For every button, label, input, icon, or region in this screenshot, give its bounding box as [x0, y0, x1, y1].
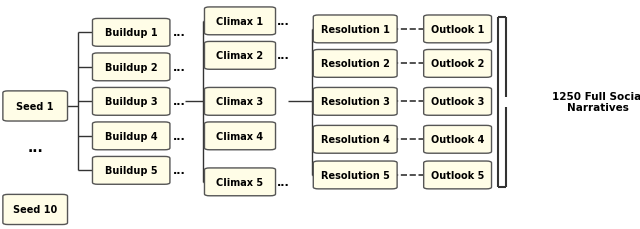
Text: Seed 1: Seed 1: [17, 101, 54, 112]
FancyBboxPatch shape: [314, 126, 397, 153]
FancyBboxPatch shape: [205, 42, 275, 70]
Text: Buildup 1: Buildup 1: [105, 28, 157, 38]
FancyBboxPatch shape: [314, 161, 397, 189]
FancyBboxPatch shape: [205, 88, 275, 116]
FancyBboxPatch shape: [424, 126, 492, 153]
Text: ...: ...: [277, 51, 289, 61]
FancyBboxPatch shape: [92, 88, 170, 116]
Text: ...: ...: [28, 141, 43, 155]
FancyBboxPatch shape: [314, 50, 397, 78]
Text: Resolution 4: Resolution 4: [321, 135, 390, 145]
Text: Buildup 4: Buildup 4: [105, 131, 157, 141]
FancyBboxPatch shape: [424, 161, 492, 189]
Text: ...: ...: [277, 17, 289, 27]
Text: ...: ...: [173, 131, 185, 141]
Text: Climax 4: Climax 4: [216, 131, 264, 141]
FancyBboxPatch shape: [424, 88, 492, 116]
Text: Outlook 4: Outlook 4: [431, 135, 484, 145]
Text: Resolution 1: Resolution 1: [321, 25, 390, 35]
Text: Resolution 2: Resolution 2: [321, 59, 390, 69]
FancyBboxPatch shape: [314, 88, 397, 116]
FancyBboxPatch shape: [205, 168, 275, 196]
FancyBboxPatch shape: [314, 16, 397, 44]
Text: Buildup 2: Buildup 2: [105, 63, 157, 73]
Text: Outlook 1: Outlook 1: [431, 25, 484, 35]
FancyBboxPatch shape: [3, 91, 68, 121]
FancyBboxPatch shape: [92, 54, 170, 81]
Text: Buildup 5: Buildup 5: [105, 166, 157, 176]
Text: Resolution 3: Resolution 3: [321, 97, 390, 107]
Text: 1250 Full Social
Narratives: 1250 Full Social Narratives: [552, 91, 640, 113]
Text: ...: ...: [173, 166, 185, 176]
FancyBboxPatch shape: [205, 122, 275, 150]
Text: Seed 10: Seed 10: [13, 204, 58, 215]
FancyBboxPatch shape: [92, 157, 170, 185]
FancyBboxPatch shape: [3, 194, 68, 224]
Text: ...: ...: [173, 97, 185, 107]
FancyBboxPatch shape: [92, 122, 170, 150]
Text: ...: ...: [173, 63, 185, 73]
Text: Climax 2: Climax 2: [216, 51, 264, 61]
Text: Resolution 5: Resolution 5: [321, 170, 390, 180]
Text: Buildup 3: Buildup 3: [105, 97, 157, 107]
Text: Climax 3: Climax 3: [216, 97, 264, 107]
Text: Climax 5: Climax 5: [216, 177, 264, 187]
Text: Climax 1: Climax 1: [216, 17, 264, 27]
FancyBboxPatch shape: [205, 8, 275, 35]
Text: Outlook 3: Outlook 3: [431, 97, 484, 107]
Text: Outlook 2: Outlook 2: [431, 59, 484, 69]
Text: Outlook 5: Outlook 5: [431, 170, 484, 180]
FancyBboxPatch shape: [424, 50, 492, 78]
FancyBboxPatch shape: [92, 19, 170, 47]
Text: ...: ...: [277, 177, 289, 187]
FancyBboxPatch shape: [424, 16, 492, 44]
Text: ...: ...: [173, 28, 185, 38]
